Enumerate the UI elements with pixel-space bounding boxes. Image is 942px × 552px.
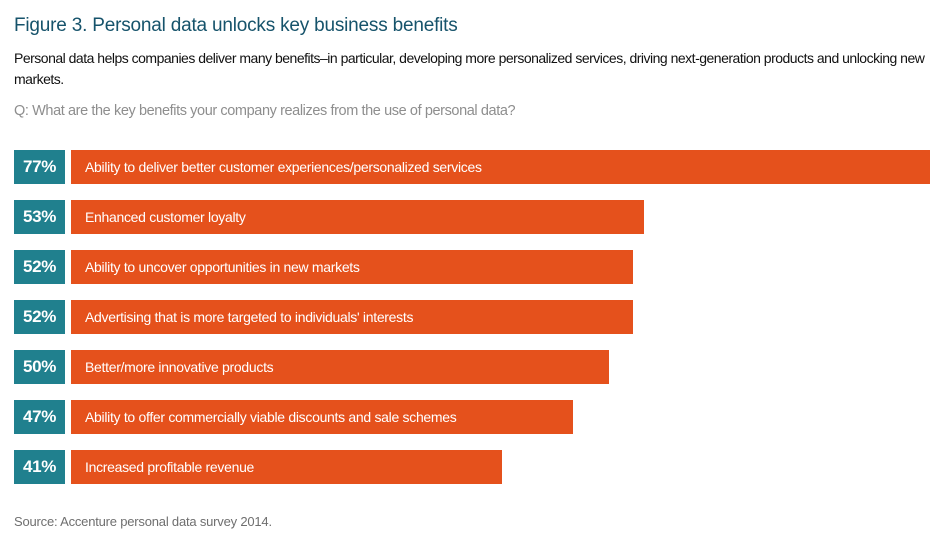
bar-value-box: 53% [14, 200, 65, 234]
figure-subtitle: Personal data helps companies deliver ma… [14, 50, 925, 87]
bar-label: Ability to deliver better customer exper… [85, 159, 482, 175]
bar-row: 52% Ability to uncover opportunities in … [14, 250, 633, 284]
bar: Enhanced customer loyalty [71, 200, 645, 234]
bar: Ability to uncover opportunities in new … [71, 250, 633, 284]
bar-value-box: 52% [14, 250, 65, 284]
bar-row: 41% Increased profitable revenue [14, 450, 502, 484]
bar-label: Advertising that is more targeted to ind… [85, 309, 414, 325]
bar-row: 77% Ability to deliver better customer e… [14, 150, 930, 184]
bar-value-box: 77% [14, 150, 65, 184]
source-note: Source: Accenture personal data survey 2… [14, 514, 272, 529]
bar-value-box: 41% [14, 450, 65, 484]
figure-title: Figure 3. Personal data unlocks key busi… [14, 15, 458, 36]
bar-label: Enhanced customer loyalty [85, 209, 246, 225]
bar: Increased profitable revenue [71, 450, 502, 484]
bar: Ability to offer commercially viable dis… [71, 400, 574, 434]
bar-value-box: 47% [14, 400, 65, 434]
bar-label: Ability to offer commercially viable dis… [85, 409, 457, 425]
bar: Ability to deliver better customer exper… [71, 150, 930, 184]
bar-row: 53% Enhanced customer loyalty [14, 200, 645, 234]
bar: Better/more innovative products [71, 350, 609, 384]
bar-label: Better/more innovative products [85, 359, 274, 375]
bar-value-box: 52% [14, 300, 65, 334]
bar-row: 52% Advertising that is more targeted to… [14, 300, 633, 334]
bar: Advertising that is more targeted to ind… [71, 300, 633, 334]
survey-question: Q: What are the key benefits your compan… [14, 103, 516, 119]
bar-value-box: 50% [14, 350, 65, 384]
bar-label: Ability to uncover opportunities in new … [85, 259, 360, 275]
bar-row: 50% Better/more innovative products [14, 350, 609, 384]
bar-label: Increased profitable revenue [85, 459, 255, 475]
bar-row: 47% Ability to offer commercially viable… [14, 400, 574, 434]
bar-chart: 77% Ability to deliver better customer e… [14, 150, 930, 484]
